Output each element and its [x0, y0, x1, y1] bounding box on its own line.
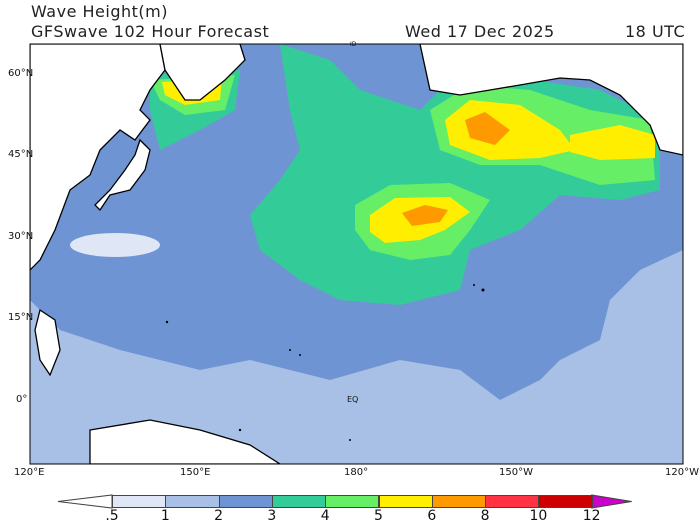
colorbar-label: 2: [214, 508, 224, 524]
philippines-land: [34, 308, 61, 377]
colorbar-label: .5: [105, 508, 119, 524]
japan-land: [94, 138, 151, 212]
colorbar-bin: [538, 495, 593, 508]
lat-label-0: 0°: [16, 394, 28, 405]
map-title: Wave Height(m): [31, 2, 168, 21]
colorbar-bin: [112, 495, 167, 508]
colorbar-label: 8: [480, 508, 490, 524]
colorbar-bin: [378, 495, 433, 508]
lon-label-150e: 150°E: [180, 467, 211, 478]
forecast-date: Wed 17 Dec 2025: [405, 22, 555, 41]
colorbar-label: 12: [582, 508, 601, 524]
kamchatka-land: [159, 44, 246, 101]
colorbar-bin: [325, 495, 380, 508]
lon-label-120e: 120°E: [14, 467, 45, 478]
equator-label: EQ: [347, 395, 359, 404]
colorbar-label: 5: [374, 508, 383, 524]
colorbar-bin: [431, 495, 487, 508]
new-guinea-land: [89, 419, 282, 464]
lon-label-180: 180°: [344, 467, 369, 478]
colorbar-bin: [218, 495, 273, 508]
lat-label-30n: 30°N: [8, 231, 34, 242]
colorbar-label: 3: [267, 508, 277, 524]
model-label: GFSwave 102 Hour Forecast: [31, 22, 270, 41]
asia-land: [30, 44, 166, 271]
islands: [165, 284, 485, 441]
land-masses: [30, 44, 683, 464]
map-frame: [29, 43, 684, 465]
lat-label-45n: 45°N: [8, 149, 34, 160]
wave-region-0.5-1m: [70, 233, 160, 257]
dateline-label: ID: [350, 41, 357, 48]
colorbar-label: 10: [529, 508, 548, 524]
colorbar-label: 6: [427, 508, 437, 524]
colorbar-label: 4: [320, 508, 330, 524]
colorbar-high-arrow: [591, 494, 632, 509]
alaska-land: [419, 44, 683, 156]
forecast-time: 18 UTC: [625, 22, 686, 41]
wave-region-5-6m: [162, 78, 655, 243]
lon-label-150w: 150°W: [499, 467, 533, 478]
colorbar-bin: [485, 495, 540, 508]
lat-label-15n: 15°N: [8, 312, 34, 323]
lon-label-120w: 120°W: [665, 467, 699, 478]
colorbar-bin: [165, 495, 220, 508]
colorbar-low-arrow: [57, 494, 113, 509]
colorbar-label: 1: [160, 508, 170, 524]
colorbar-bin: [271, 495, 327, 508]
lat-label-60n: 60°N: [8, 68, 34, 79]
